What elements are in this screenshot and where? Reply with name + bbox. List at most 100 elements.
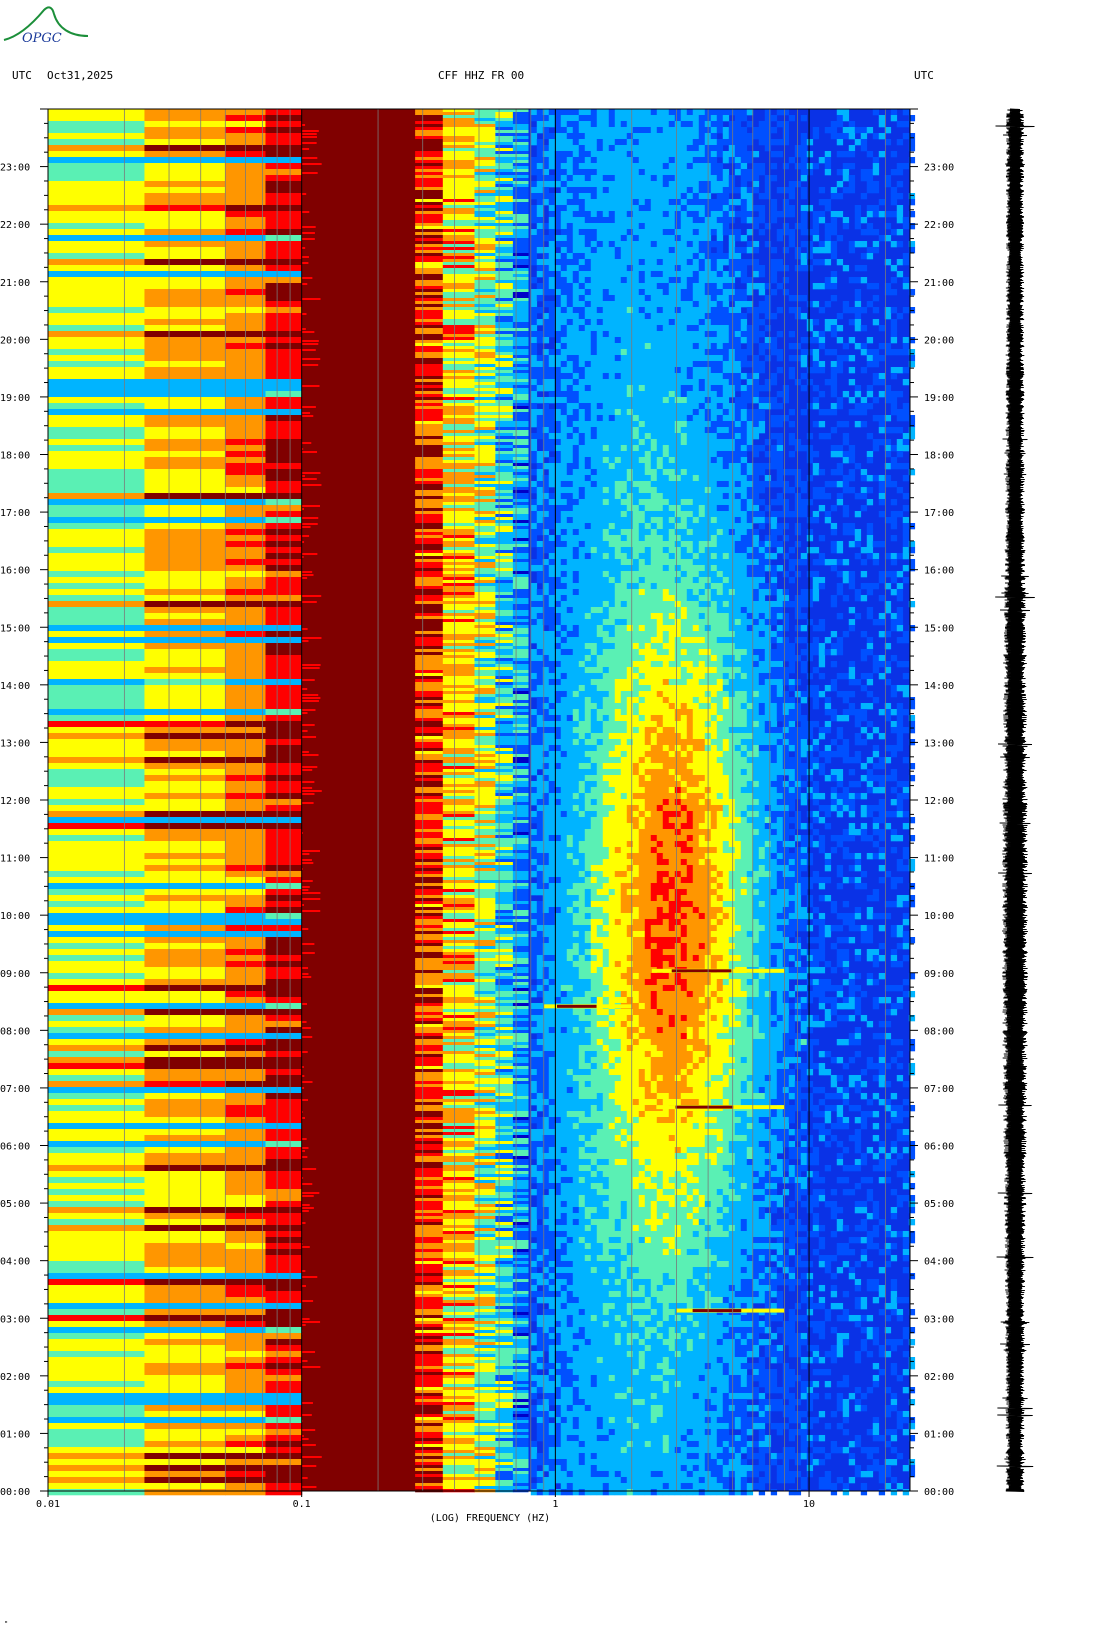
spectrogram-cell [474,334,496,338]
spectrogram-cell [265,361,303,368]
spectrogram-cell [560,145,568,152]
spectrogram-cell [301,412,311,414]
spectrogram-cell [442,343,476,347]
spectrogram-cell [495,655,514,659]
spectrogram-cell [474,379,496,383]
spectrogram-cell [442,994,476,998]
spectrogram-cell [442,1393,476,1397]
spectrogram-cell [512,628,529,632]
spectrogram-cell [716,295,724,302]
spectrogram-cell [474,832,496,836]
spectrogram-cell [644,295,652,302]
spectrogram-cell [512,1333,529,1337]
spectrogram-cell [758,289,766,296]
spectrogram-cell [48,1465,145,1472]
spectrogram-cell [692,253,700,260]
spectrogram-cell [144,697,226,704]
spectrogram-cell [686,295,694,302]
spectrogram-cell [495,1393,514,1397]
spectrogram-cell [48,289,145,296]
spectrogram-cell [495,562,514,566]
spectrogram-cell [265,385,303,392]
spectrogram-cell [512,991,529,995]
spectrogram-cell [48,1015,145,1022]
spectrogram-cell [662,307,670,314]
spectrogram-cell [512,799,529,803]
spectrogram-cell [474,1456,496,1460]
spectrogram-cell [626,283,634,290]
spectrogram-cell [512,1354,529,1358]
spectrogram-cell [495,445,514,449]
spectrogram-cell [442,658,476,662]
spectrogram-cell [442,1036,476,1040]
spectrogram-cell [415,250,444,254]
spectrogram-cell [596,253,604,260]
spectrogram-cell [301,1351,316,1353]
spectrogram-cell [722,313,730,320]
spectrogram-cell [512,421,529,425]
spectrogram-cell [572,235,580,242]
spectrogram-cell [301,1003,308,1005]
spectrogram-cell [415,811,444,815]
spectrogram-cell [415,883,444,887]
spectrogram-cell [572,121,580,128]
spectrogram-cell [548,151,556,158]
spectrogram-cell [48,1087,145,1094]
spectrogram-cell [415,763,444,767]
spectrogram-cell [442,943,476,947]
spectrogram-cell [48,1357,145,1364]
spectrogram-cell [824,283,832,290]
spectrogram-cell [415,571,444,575]
spectrogram-cell [144,1093,226,1100]
spectrogram-cell [495,1000,514,1004]
spectrogram-cell [415,820,444,824]
spectrogram-cell [144,991,226,998]
spectrogram-cell [495,571,514,575]
spectrogram-cell [872,163,880,170]
spectrogram-cell [474,136,496,140]
spectrogram-cell [442,889,476,893]
spectrogram-cell [512,1456,529,1460]
spectrogram-cell [686,187,694,194]
spectrogram-cell [512,988,529,992]
spectrogram-cell [442,838,476,842]
spectrogram-cell [734,127,742,134]
spectrogram-cell [474,1381,496,1385]
spectrogram-cell [474,340,496,344]
spectrogram-cell [734,145,742,152]
spectrogram-cell [144,1363,226,1370]
spectrogram-cell [536,295,544,302]
spectrogram-cell [495,1429,514,1433]
spectrogram-cell [884,175,892,182]
spectrogram-cell [442,1183,476,1187]
spectrogram-cell [301,952,315,954]
spectrogram-cell [474,799,496,803]
spectrogram-cell [415,616,444,620]
spectrogram-cell [48,1267,145,1274]
spectrogram-cell [542,133,550,140]
spectrogram-cell [512,424,529,428]
spectrogram-cell [495,1285,514,1289]
spectrogram-cell [415,1144,444,1148]
spectrogram-cell [824,205,832,212]
spectrogram-cell [878,121,886,128]
spectrogram-cell [512,820,529,824]
spectrogram-cell [301,1429,316,1431]
spectrogram-cell [740,259,748,266]
spectrogram-cell [512,922,529,926]
spectrogram-cell [474,688,496,692]
spectrogram-cell [590,151,598,158]
spectrogram-cell [144,751,226,758]
spectrogram-cell [144,841,226,848]
spectrogram-cell [442,1147,476,1151]
spectrogram-cell [265,1099,303,1106]
spectrogram-cell [686,253,694,260]
spectrogram-cell [442,1033,476,1037]
spectrogram-cell [301,868,303,870]
spectrogram-cell [650,175,658,182]
spectrogram-cell [806,169,814,176]
spectrogram-cell [764,127,772,134]
spectrogram-cell [626,193,634,200]
spectrogram-cell [495,1372,514,1376]
spectrogram-cell [512,484,529,488]
